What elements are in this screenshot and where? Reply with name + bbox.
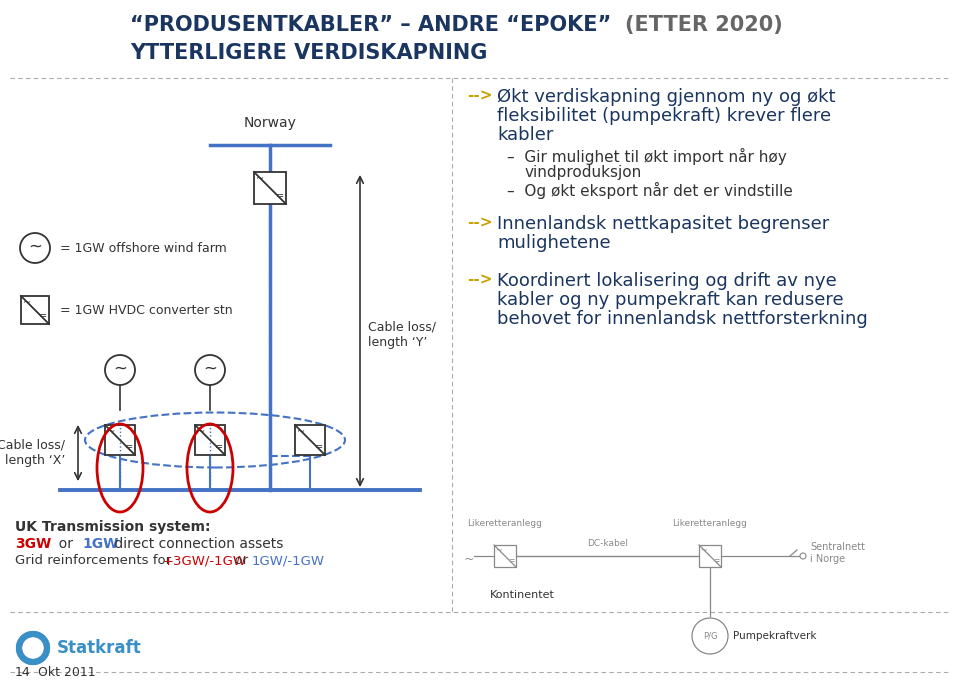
Text: -->: -->	[467, 215, 492, 230]
Bar	[195, 425, 225, 455]
Bar	[21, 296, 49, 324]
Circle shape	[195, 355, 225, 385]
Circle shape	[105, 355, 135, 385]
Text: =: =	[215, 442, 223, 452]
Text: behovet for innenlandsk nettforsterkning: behovet for innenlandsk nettforsterkning	[497, 310, 868, 328]
Text: Statkraft: Statkraft	[57, 639, 142, 657]
Text: Sentralnett
i Norge: Sentralnett i Norge	[810, 542, 865, 563]
Text: Cable loss/
length ‘Y’: Cable loss/ length ‘Y’	[368, 321, 436, 349]
Text: -->: -->	[467, 272, 492, 287]
Text: fleksibilitet (pumpekraft) krever flere: fleksibilitet (pumpekraft) krever flere	[497, 107, 831, 125]
Text: Økt verdiskapning gjennom ny og økt: Økt verdiskapning gjennom ny og økt	[497, 88, 835, 106]
Text: UK Transmission system:: UK Transmission system:	[15, 520, 210, 534]
Text: ~: ~	[113, 360, 127, 378]
Text: =: =	[315, 442, 323, 452]
Bar	[699, 545, 721, 567]
Text: 1GW/-1GW: 1GW/-1GW	[252, 554, 325, 567]
Circle shape	[20, 233, 50, 263]
Text: or: or	[226, 554, 256, 567]
Text: +3GW/-1GW: +3GW/-1GW	[163, 554, 247, 567]
Text: mulighetene: mulighetene	[497, 234, 611, 252]
Text: Likeretteranlegg: Likeretteranlegg	[673, 519, 748, 528]
Text: =: =	[276, 191, 284, 201]
Text: Cable loss/
length ‘X’: Cable loss/ length ‘X’	[0, 439, 65, 467]
Text: = 1GW offshore wind farm: = 1GW offshore wind farm	[60, 241, 227, 255]
Text: ~: ~	[700, 546, 707, 555]
Text: kabler: kabler	[497, 126, 553, 144]
Text: Koordinert lokalisering og drift av nye: Koordinert lokalisering og drift av nye	[497, 272, 837, 290]
Text: Okt 2011: Okt 2011	[38, 666, 96, 679]
Text: vindproduksjon: vindproduksjon	[525, 165, 642, 180]
Text: Grid reinforcements for: Grid reinforcements for	[15, 554, 176, 567]
Text: -->: -->	[467, 88, 492, 103]
Text: =: =	[509, 556, 515, 565]
Bar	[254, 172, 286, 204]
Text: =: =	[713, 556, 720, 565]
Text: direct connection assets: direct connection assets	[110, 537, 283, 551]
Text: kabler og ny pumpekraft kan redusere: kabler og ny pumpekraft kan redusere	[497, 291, 844, 309]
Circle shape	[692, 618, 728, 654]
Text: “PRODUSENTKABLER” – ANDRE “EPOKE”: “PRODUSENTKABLER” – ANDRE “EPOKE”	[130, 15, 618, 35]
Circle shape	[22, 637, 44, 659]
Text: P/G: P/G	[703, 632, 717, 641]
Text: ~: ~	[464, 552, 474, 566]
Text: Innenlandsk nettkapasitet begrenser: Innenlandsk nettkapasitet begrenser	[497, 215, 829, 233]
Text: ~: ~	[203, 360, 217, 378]
Text: 3GW: 3GW	[15, 537, 51, 551]
Text: Likeretteranlegg: Likeretteranlegg	[468, 519, 542, 528]
Circle shape	[800, 553, 806, 559]
Text: = 1GW HVDC converter stn: = 1GW HVDC converter stn	[60, 303, 232, 316]
Text: ~: ~	[107, 427, 115, 437]
Text: Pumpekraftverk: Pumpekraftverk	[733, 631, 817, 641]
Text: Kontinentet: Kontinentet	[490, 590, 555, 600]
Text: =: =	[38, 311, 47, 321]
Bar	[105, 425, 135, 455]
Text: 1GW: 1GW	[82, 537, 118, 551]
Text: 14: 14	[15, 666, 31, 679]
Text: or: or	[50, 537, 82, 551]
Text: (ETTER 2020): (ETTER 2020)	[625, 15, 782, 35]
Text: YTTERLIGERE VERDISKAPNING: YTTERLIGERE VERDISKAPNING	[130, 43, 488, 63]
Text: ~: ~	[197, 427, 205, 437]
Text: ~: ~	[495, 546, 501, 555]
Bar	[295, 425, 325, 455]
Circle shape	[16, 631, 50, 665]
Text: –  Og økt eksport når det er vindstille: – Og økt eksport når det er vindstille	[507, 182, 793, 199]
Text: =: =	[125, 442, 133, 452]
Text: ~: ~	[256, 174, 264, 184]
Text: –  Gir mulighet til økt import når høy: – Gir mulighet til økt import når høy	[507, 148, 787, 165]
Text: ~: ~	[28, 238, 42, 256]
Text: ~: ~	[297, 427, 305, 437]
Bar	[494, 545, 516, 567]
Text: Norway: Norway	[244, 116, 297, 130]
Text: DC-kabel: DC-kabel	[587, 539, 628, 548]
Text: ~: ~	[23, 298, 31, 308]
